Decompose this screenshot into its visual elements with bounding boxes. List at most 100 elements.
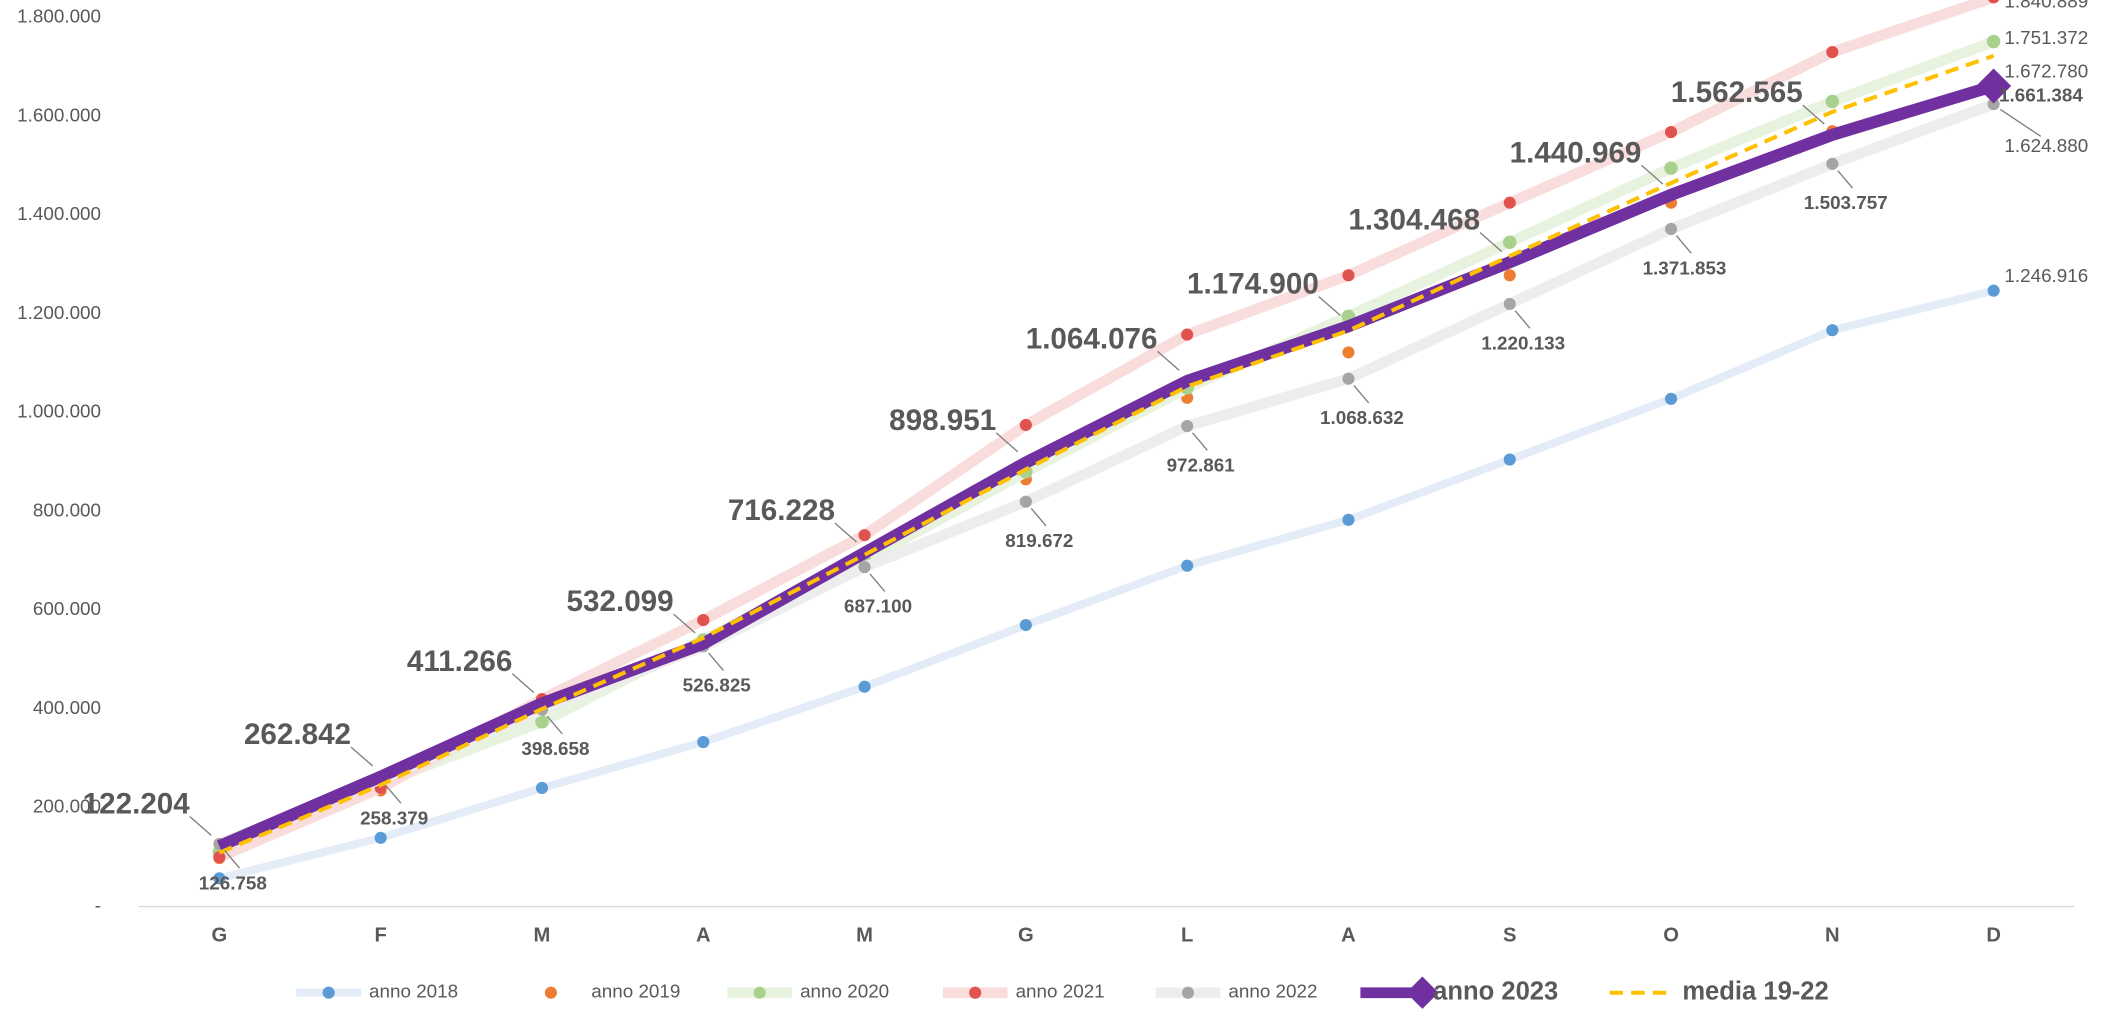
data-label: 687.100 xyxy=(844,596,912,617)
y-tick-label: 200.000 xyxy=(33,796,101,817)
marker xyxy=(1664,222,1678,236)
marker xyxy=(1503,453,1516,466)
data-label: 122.204 xyxy=(83,788,191,821)
legend-label: anno 2021 xyxy=(1016,981,1105,1002)
legend-label: anno 2019 xyxy=(591,981,680,1002)
marker xyxy=(1986,34,2001,49)
marker xyxy=(374,831,387,844)
leader-line xyxy=(1802,104,1825,125)
leader-line xyxy=(1999,108,2042,137)
leader-line xyxy=(995,432,1019,453)
leader-line xyxy=(1030,508,1047,527)
x-tick-label: N xyxy=(1825,924,1840,946)
marker xyxy=(1825,94,1840,109)
data-label: 1.661.384 xyxy=(1999,85,2083,106)
marker xyxy=(1987,284,2000,297)
data-label: 398.658 xyxy=(521,738,589,759)
marker xyxy=(858,680,871,693)
marker xyxy=(1664,126,1678,139)
legend-marker xyxy=(322,986,335,999)
marker xyxy=(1181,559,1194,572)
data-label: 819.672 xyxy=(1005,530,1073,551)
marker xyxy=(1826,157,1839,170)
data-label: 1.174.900 xyxy=(1187,268,1319,301)
marker xyxy=(535,715,549,729)
data-label: 1.751.372 xyxy=(2004,27,2088,48)
marker xyxy=(535,781,549,795)
legend-marker xyxy=(544,986,557,999)
data-label: 532.099 xyxy=(567,585,674,618)
leader-line xyxy=(708,652,724,672)
data-label: 262.842 xyxy=(244,718,351,751)
leader-line xyxy=(511,673,535,694)
leader-line xyxy=(1514,310,1531,329)
x-tick-label: M xyxy=(534,924,551,946)
x-tick-label: S xyxy=(1503,924,1516,946)
legend-item: anno 2020 xyxy=(727,981,889,1002)
data-label: 1.672.780 xyxy=(2004,60,2088,81)
x-tick-label: G xyxy=(212,924,228,946)
leader-line xyxy=(673,613,696,634)
marker xyxy=(1987,97,2000,111)
y-tick-label: 1.600.000 xyxy=(17,104,101,125)
x-tick-label: A xyxy=(1341,924,1356,946)
y-tick-label: 600.000 xyxy=(33,598,101,619)
y-tick-label: 400.000 xyxy=(33,697,101,718)
data-label: 411.266 xyxy=(407,645,512,678)
series-line xyxy=(218,286,1995,883)
marker xyxy=(1503,196,1516,209)
leader-line xyxy=(1837,170,1854,189)
x-tick-label: L xyxy=(1181,924,1193,946)
marker xyxy=(1342,513,1355,526)
y-tick-label: 1.800.000 xyxy=(17,6,101,27)
marker xyxy=(858,561,871,574)
leader-line xyxy=(1479,232,1503,253)
leader-line xyxy=(1640,164,1664,185)
marker xyxy=(858,529,871,542)
legend-label: media 19-22 xyxy=(1682,977,1828,1005)
marker xyxy=(1826,46,1839,59)
leader-line xyxy=(1192,432,1208,451)
y-tick-label: 1.000.000 xyxy=(17,401,101,422)
legend-marker xyxy=(969,986,982,999)
marker xyxy=(1664,161,1678,175)
marker xyxy=(213,872,226,885)
data-label: 1.304.468 xyxy=(1348,204,1480,237)
data-label: 1.064.076 xyxy=(1026,322,1158,355)
legend-item: media 19-22 xyxy=(1609,977,1829,1005)
legend-label: anno 2020 xyxy=(800,981,889,1002)
data-label: 1.562.565 xyxy=(1671,76,1803,109)
legend-item: anno 2018 xyxy=(296,981,458,1002)
data-label: 1.840.889 xyxy=(2004,0,2088,12)
legend-marker xyxy=(753,986,766,999)
y-tick-label: - xyxy=(95,895,101,916)
marker xyxy=(1019,618,1032,632)
legend-marker xyxy=(1181,986,1195,999)
marker xyxy=(1664,392,1678,405)
data-label: 972.861 xyxy=(1167,454,1235,475)
x-tick-label: A xyxy=(696,924,711,946)
marker xyxy=(1019,418,1032,432)
leader-line xyxy=(1318,296,1341,316)
x-tick-label: F xyxy=(375,924,387,946)
legend-item: anno 2023 xyxy=(1360,976,1558,1009)
data-label: 1.371.853 xyxy=(1643,257,1727,278)
legend-label: anno 2022 xyxy=(1228,981,1317,1002)
leader-line xyxy=(869,573,886,592)
leader-line xyxy=(1157,350,1180,371)
data-label: 1.624.880 xyxy=(2004,135,2088,156)
y-tick-label: 1.200.000 xyxy=(17,302,101,323)
leader-line xyxy=(385,785,402,804)
data-label: 1.246.916 xyxy=(2004,265,2088,286)
marker xyxy=(697,735,710,749)
leader-line xyxy=(224,850,241,869)
marker xyxy=(213,851,226,864)
marker xyxy=(1181,328,1194,341)
marker xyxy=(1342,372,1355,385)
leader-line xyxy=(834,522,857,543)
legend-marker xyxy=(1406,976,1439,1009)
leader-line xyxy=(189,816,212,836)
marker xyxy=(1342,269,1355,282)
